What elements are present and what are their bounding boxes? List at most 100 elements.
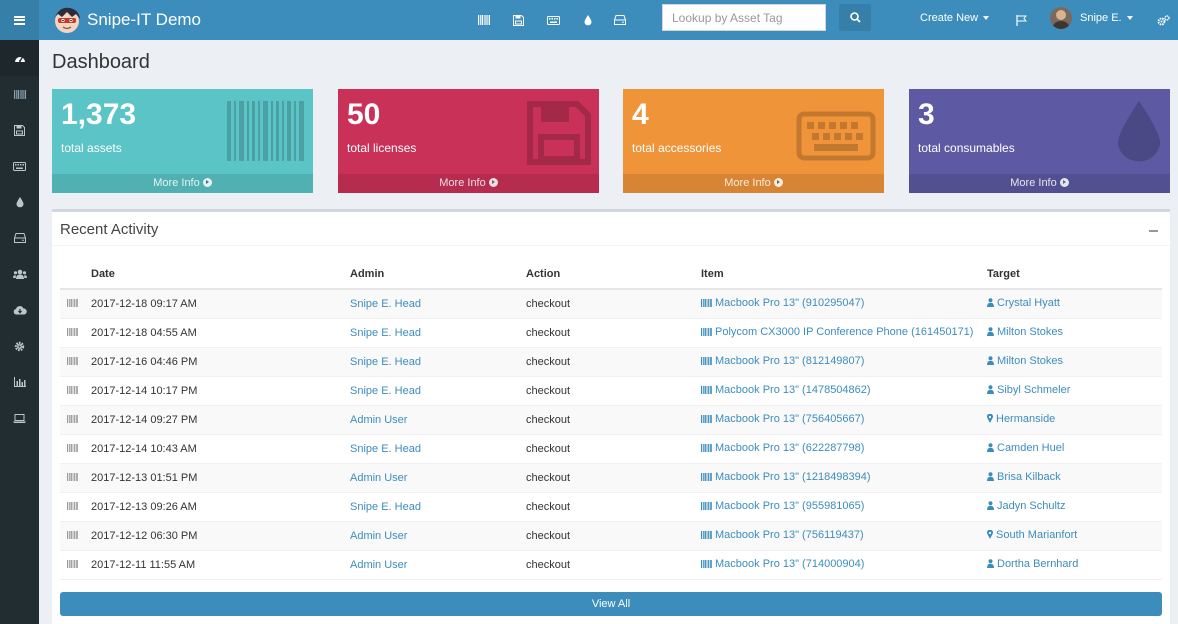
target-link[interactable]: Milton Stokes xyxy=(987,355,1063,367)
table-row: 2017-12-18 04:55 AM Snipe E. Head checkout… xyxy=(60,318,1162,348)
floppy-icon xyxy=(512,14,524,26)
hdd-icon xyxy=(614,15,626,25)
map-marker-icon xyxy=(987,413,993,426)
target-link[interactable]: Jadyn Schultz xyxy=(987,500,1065,512)
item-link[interactable]: Macbook Pro 13" (756119437) xyxy=(701,529,864,541)
admin-link[interactable]: Snipe E. Head xyxy=(350,384,421,397)
keyboard-icon xyxy=(796,111,876,161)
floppy-icon xyxy=(527,101,591,165)
nav-assets-button[interactable] xyxy=(472,8,496,32)
search-button[interactable] xyxy=(839,4,871,31)
target-link[interactable]: South Marianfort xyxy=(987,529,1077,541)
top-navbar: Snipe-IT Demo Create New Snipe E. xyxy=(0,0,1178,40)
row-admin: Admin User xyxy=(350,550,526,580)
stat-value: 50 xyxy=(347,98,381,131)
item-link[interactable]: Polycom CX3000 IP Conference Phone (1614… xyxy=(701,326,973,338)
table-row: 2017-12-14 10:17 PM Snipe E. Head checkout… xyxy=(60,376,1162,406)
item-link[interactable]: Macbook Pro 13" (714000904) xyxy=(701,558,864,570)
brand-link[interactable]: Snipe-IT Demo xyxy=(52,2,201,38)
gear-icon xyxy=(14,341,25,351)
target-link[interactable]: Hermanside xyxy=(987,413,1055,425)
stat-value: 3 xyxy=(918,98,935,131)
item-link[interactable]: Macbook Pro 13" (910295047) xyxy=(701,297,864,309)
target-link[interactable]: Brisa Kilback xyxy=(987,471,1061,483)
barcode-icon xyxy=(701,298,712,310)
sidebar-item-components[interactable] xyxy=(0,220,39,256)
nav-accessories-button[interactable] xyxy=(541,8,565,32)
more-info-link[interactable]: More Info xyxy=(623,174,884,193)
sidebar-item-import[interactable] xyxy=(0,292,39,328)
sidebar-item-dashboard[interactable] xyxy=(0,40,39,76)
row-target: Sibyl Schmeler xyxy=(987,376,1162,406)
column-header-admin[interactable]: Admin xyxy=(350,259,526,290)
sidebar-item-consumables[interactable] xyxy=(0,184,39,220)
nav-licenses-button[interactable] xyxy=(506,8,530,32)
item-link[interactable]: Macbook Pro 13" (756405667) xyxy=(701,413,864,425)
more-info-link[interactable]: More Info xyxy=(909,174,1170,193)
nav-consumables-button[interactable] xyxy=(576,8,600,32)
column-header-date[interactable]: Date xyxy=(91,259,350,290)
item-label: Macbook Pro 13" (812149807) xyxy=(715,355,865,367)
more-info-link[interactable]: More Info xyxy=(52,174,313,193)
view-all-button[interactable]: View All xyxy=(60,592,1162,616)
collapse-minus-icon[interactable] xyxy=(1149,230,1158,232)
target-link[interactable]: Camden Huel xyxy=(987,442,1064,454)
user-menu-dropdown[interactable]: Snipe E. xyxy=(1050,7,1133,29)
admin-link[interactable]: Admin User xyxy=(350,471,408,484)
flag-button[interactable] xyxy=(1009,8,1033,32)
admin-link[interactable]: Admin User xyxy=(350,413,408,426)
row-item: Macbook Pro 13" (622287798) xyxy=(701,434,987,464)
item-link[interactable]: Macbook Pro 13" (955981065) xyxy=(701,500,864,512)
row-date: 2017-12-13 09:26 AM xyxy=(91,492,350,522)
recent-activity-panel: Recent Activity Date Admin Action Item T… xyxy=(52,209,1170,624)
settings-button[interactable] xyxy=(1151,8,1175,32)
row-action: checkout xyxy=(526,492,701,522)
row-target: Dortha Bernhard xyxy=(987,550,1162,580)
column-header-action[interactable]: Action xyxy=(526,259,701,290)
column-header-target[interactable]: Target xyxy=(987,259,1162,290)
row-target: Brisa Kilback xyxy=(987,463,1162,493)
nav-components-button[interactable] xyxy=(608,8,632,32)
sidebar-item-assets[interactable] xyxy=(0,76,39,112)
barcode-icon xyxy=(478,15,490,25)
more-info-link[interactable]: More Info xyxy=(338,174,599,193)
item-link[interactable]: Macbook Pro 13" (812149807) xyxy=(701,355,864,367)
target-label: Hermanside xyxy=(996,413,1056,425)
sidebar-toggle-button[interactable] xyxy=(0,0,39,40)
admin-link[interactable]: Snipe E. Head xyxy=(350,326,421,339)
panel-divider xyxy=(52,245,1170,246)
row-admin: Snipe E. Head xyxy=(350,318,526,348)
row-type-icon xyxy=(60,376,91,406)
item-link[interactable]: Macbook Pro 13" (1218498394) xyxy=(701,471,871,483)
table-row: 2017-12-16 04:46 PM Snipe E. Head checkout… xyxy=(60,347,1162,377)
admin-link[interactable]: Snipe E. Head xyxy=(350,297,421,310)
target-label: Jadyn Schultz xyxy=(997,500,1066,512)
stat-label: total consumables xyxy=(918,141,1015,155)
item-link[interactable]: Macbook Pro 13" (622287798) xyxy=(701,442,864,454)
row-admin: Admin User xyxy=(350,521,526,551)
target-link[interactable]: Milton Stokes xyxy=(987,326,1063,338)
item-link[interactable]: Macbook Pro 13" (1478504862) xyxy=(701,384,871,396)
admin-link[interactable]: Admin User xyxy=(350,529,408,542)
admin-link[interactable]: Admin User xyxy=(350,558,408,571)
sidebar-item-reports[interactable] xyxy=(0,364,39,400)
column-header-item[interactable]: Item xyxy=(701,259,987,290)
sidebar-item-accessories[interactable] xyxy=(0,148,39,184)
row-date: 2017-12-14 09:27 PM xyxy=(91,405,350,435)
sidebar-item-requestable[interactable] xyxy=(0,400,39,436)
barcode-icon xyxy=(701,443,712,455)
admin-link[interactable]: Snipe E. Head xyxy=(350,500,421,513)
sidebar-item-licenses[interactable] xyxy=(0,112,39,148)
target-link[interactable]: Crystal Hyatt xyxy=(987,297,1060,309)
admin-link[interactable]: Snipe E. Head xyxy=(350,355,421,368)
table-row: 2017-12-12 06:30 PM Admin User checkout Mac… xyxy=(60,521,1162,551)
row-item: Macbook Pro 13" (756405667) xyxy=(701,405,987,435)
sidebar-item-people[interactable] xyxy=(0,256,39,292)
target-link[interactable]: Sibyl Schmeler xyxy=(987,384,1070,396)
barcode-icon xyxy=(701,356,712,368)
sidebar-item-settings[interactable] xyxy=(0,328,39,364)
admin-link[interactable]: Snipe E. Head xyxy=(350,442,421,455)
target-link[interactable]: Dortha Bernhard xyxy=(987,558,1078,570)
asset-tag-search-input[interactable] xyxy=(662,4,826,31)
create-new-dropdown[interactable]: Create New xyxy=(920,12,990,24)
